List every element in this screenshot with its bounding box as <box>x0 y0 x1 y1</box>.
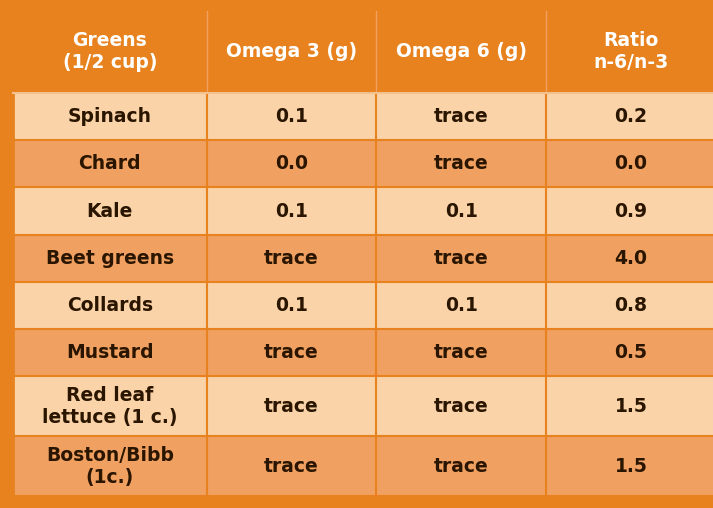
Bar <box>13 282 713 329</box>
Text: 0.1: 0.1 <box>275 202 308 220</box>
Text: trace: trace <box>434 457 488 476</box>
Bar <box>13 93 713 140</box>
Text: trace: trace <box>434 107 488 126</box>
Text: 4.0: 4.0 <box>615 249 647 268</box>
Text: Mustard: Mustard <box>66 343 153 362</box>
Text: Red leaf
lettuce (1 c.): Red leaf lettuce (1 c.) <box>42 386 178 427</box>
Text: 0.5: 0.5 <box>615 343 647 362</box>
Text: trace: trace <box>434 343 488 362</box>
Text: Ratio
n-6/n-3: Ratio n-6/n-3 <box>593 30 669 72</box>
Text: Chard: Chard <box>78 154 141 173</box>
Text: Omega 3 (g): Omega 3 (g) <box>226 42 357 60</box>
Text: trace: trace <box>434 397 488 416</box>
Text: trace: trace <box>434 249 488 268</box>
Text: trace: trace <box>265 397 319 416</box>
Bar <box>13 9 713 93</box>
Text: Greens
(1/2 cup): Greens (1/2 cup) <box>63 30 157 72</box>
Text: Beet greens: Beet greens <box>46 249 174 268</box>
Text: 0.9: 0.9 <box>615 202 647 220</box>
Bar <box>13 140 713 187</box>
Text: 0.1: 0.1 <box>445 296 478 315</box>
Text: 0.1: 0.1 <box>275 296 308 315</box>
Text: 1.5: 1.5 <box>615 457 647 476</box>
Text: trace: trace <box>265 249 319 268</box>
Bar <box>13 376 713 436</box>
Text: Omega 6 (g): Omega 6 (g) <box>396 42 527 60</box>
Bar <box>13 436 713 496</box>
Text: Boston/Bibb
(1c.): Boston/Bibb (1c.) <box>46 446 174 487</box>
Text: trace: trace <box>265 457 319 476</box>
Text: 0.1: 0.1 <box>275 107 308 126</box>
Bar <box>13 235 713 282</box>
Text: 0.1: 0.1 <box>445 202 478 220</box>
Text: Kale: Kale <box>86 202 133 220</box>
Text: 0.2: 0.2 <box>615 107 647 126</box>
Text: 0.0: 0.0 <box>615 154 647 173</box>
Text: 0.8: 0.8 <box>615 296 647 315</box>
Text: Spinach: Spinach <box>68 107 152 126</box>
Bar <box>13 329 713 376</box>
Text: 1.5: 1.5 <box>615 397 647 416</box>
Bar <box>13 187 713 235</box>
Text: Collards: Collards <box>67 296 153 315</box>
Text: 0.0: 0.0 <box>275 154 308 173</box>
Text: trace: trace <box>265 343 319 362</box>
Text: trace: trace <box>434 154 488 173</box>
